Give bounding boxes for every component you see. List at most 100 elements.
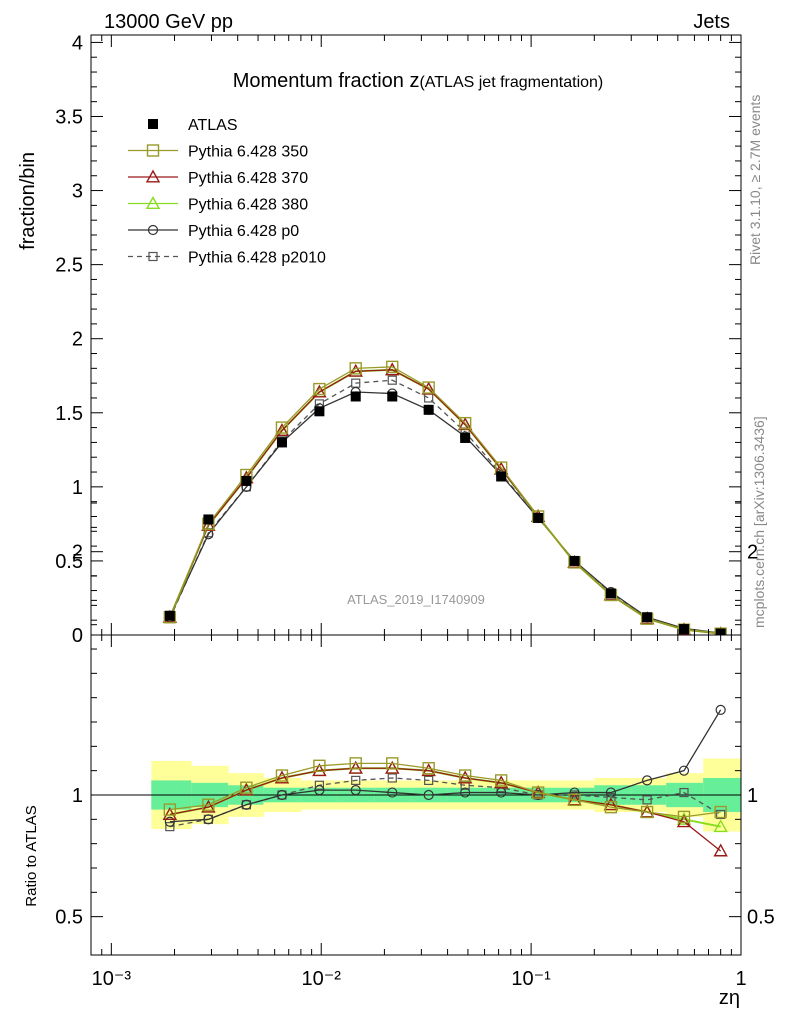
legend-label: Pythia 6.428 350 <box>188 144 308 161</box>
data-point <box>276 437 287 448</box>
main-y-tick-label: 3 <box>72 181 83 203</box>
ratio-y-axis-label: Ratio to ATLAS <box>23 805 40 906</box>
series-marker <box>313 382 326 396</box>
ratio-y-tick-label-right: 2 <box>747 542 758 564</box>
legend-label: Pythia 6.428 p2010 <box>188 250 326 267</box>
ratio-series-marker <box>162 807 178 820</box>
legend-label: ATLAS <box>188 117 238 134</box>
legend-marker <box>147 224 159 236</box>
series-marker <box>421 381 436 395</box>
data-point <box>642 612 653 623</box>
legend-marker <box>148 251 158 262</box>
ratio-series-marker <box>349 757 362 770</box>
ratio-series-marker <box>713 843 728 857</box>
ratio-series-marker <box>605 787 617 798</box>
ratio-y-tick-label: 1 <box>72 785 83 807</box>
ratio-series-pythia-6-428-370 <box>162 760 728 857</box>
mcplots-label: mcplots.cern.ch [arXiv:1306.3436] <box>751 416 767 628</box>
ratio-series-line <box>169 777 721 828</box>
legend-entry-pythia-6-428-350: Pythia 6.428 350 <box>128 144 308 161</box>
legend-marker <box>145 196 161 210</box>
ratio-series <box>162 704 728 857</box>
x-tick-label: 1 <box>735 968 746 990</box>
main-y-tick-label: 4 <box>72 32 83 54</box>
ratio-series-marker <box>203 814 214 825</box>
ratio-y-tick-label: 2 <box>72 542 83 564</box>
ratio-series-marker <box>348 760 363 774</box>
ratio-series-marker <box>421 763 436 777</box>
ratio-series-marker <box>640 805 654 819</box>
legend-marker <box>146 144 160 157</box>
main-title: Momentum fraction z(ATLAS jet fragmentat… <box>233 70 604 92</box>
ratio-panel: 0.5 0.5 1 1 2 2 Ratio to ATLAS <box>23 502 775 956</box>
series-marker <box>349 362 362 375</box>
ratio-series-marker <box>460 787 471 798</box>
ratio-series-marker <box>386 757 399 770</box>
main-y-tick-label: 1 <box>72 477 83 499</box>
legend-marker <box>148 119 158 129</box>
ratio-series-marker <box>201 799 216 813</box>
ratio-series-marker <box>423 789 434 801</box>
ratio-series-marker <box>163 803 177 816</box>
ratio-series-marker <box>494 774 508 787</box>
ratio-series-line <box>169 762 721 818</box>
ratio-series-marker <box>385 760 400 774</box>
main-y-tick-label: 1.5 <box>55 403 83 425</box>
ratio-series-marker <box>642 775 653 786</box>
data-point <box>387 391 398 402</box>
main-title-text: Momentum fraction z <box>233 70 420 92</box>
main-series <box>162 360 727 635</box>
legend-entry-pythia-6-428-370: Pythia 6.428 370 <box>128 169 308 187</box>
ratio-series-marker <box>240 781 253 794</box>
ratio-series-marker <box>351 775 361 786</box>
legend-entry-pythia-6-428-p2010: Pythia 6.428 p2010 <box>128 250 326 267</box>
ratio-series-marker <box>569 787 580 798</box>
ratio-y-axis: 0.5 0.5 1 1 2 2 <box>55 502 775 929</box>
ratio-series-marker <box>676 811 692 825</box>
ratio-series-marker <box>458 769 472 782</box>
main-y-tick-label: 3.5 <box>55 106 83 128</box>
ratio-series-marker <box>313 759 326 773</box>
ratio-series-marker <box>676 814 692 828</box>
legend-entry-pythia-6-428-380: Pythia 6.428 380 <box>128 196 308 214</box>
legend-marker <box>145 169 161 183</box>
ratio-series-marker <box>457 770 473 784</box>
series-marker <box>386 360 399 374</box>
data-point <box>314 406 325 417</box>
ratio-series-marker <box>165 822 175 832</box>
ratio-series-line <box>169 709 722 823</box>
legend-label: Pythia 6.428 p0 <box>188 223 299 240</box>
legend-entry-atlas: ATLAS <box>148 117 238 134</box>
series-marker <box>387 375 397 385</box>
ratio-series-marker <box>642 795 652 805</box>
x-tick-label: 10⁻³ <box>92 968 132 990</box>
x-tick-label: 10⁻¹ <box>511 968 551 990</box>
ratio-series-pythia-6-428-350 <box>163 757 727 824</box>
series-marker <box>714 627 727 635</box>
series-marker <box>457 417 473 431</box>
legend-label: Pythia 6.428 370 <box>188 170 308 187</box>
ratio-series-pythia-6-428-p0 <box>164 704 726 827</box>
data-point <box>496 471 507 482</box>
ratio-series-marker <box>531 786 545 799</box>
ratio-series-marker <box>350 785 361 796</box>
main-y-tick-label: 2.5 <box>55 255 83 277</box>
data-point <box>678 624 689 635</box>
ratio-series-marker <box>677 810 691 824</box>
ratio-y-tick-label-right: 0.5 <box>747 907 775 929</box>
ratio-series-marker <box>274 770 290 784</box>
ratio-series-marker <box>424 775 434 786</box>
watermark: ATLAS_2019_I1740909 <box>347 592 485 607</box>
ratio-series-marker <box>202 798 215 811</box>
main-y-tick-label: 0 <box>72 625 83 647</box>
ratio-series-marker <box>679 787 689 798</box>
header-right: Jets <box>693 11 730 33</box>
main-y-axis-label: fraction/bin <box>17 152 39 250</box>
main-panel: 0 0.5 1 1.5 2 2.5 3 3.5 4 fraction/bin Momentum … <box>17 32 742 647</box>
ratio-series-marker <box>568 793 581 807</box>
main-subtitle-text: (ATLAS jet fragmentation) <box>419 74 603 91</box>
x-tick-label: 10⁻² <box>301 968 341 990</box>
ratio-series-marker <box>716 809 726 820</box>
data-point <box>203 514 214 525</box>
